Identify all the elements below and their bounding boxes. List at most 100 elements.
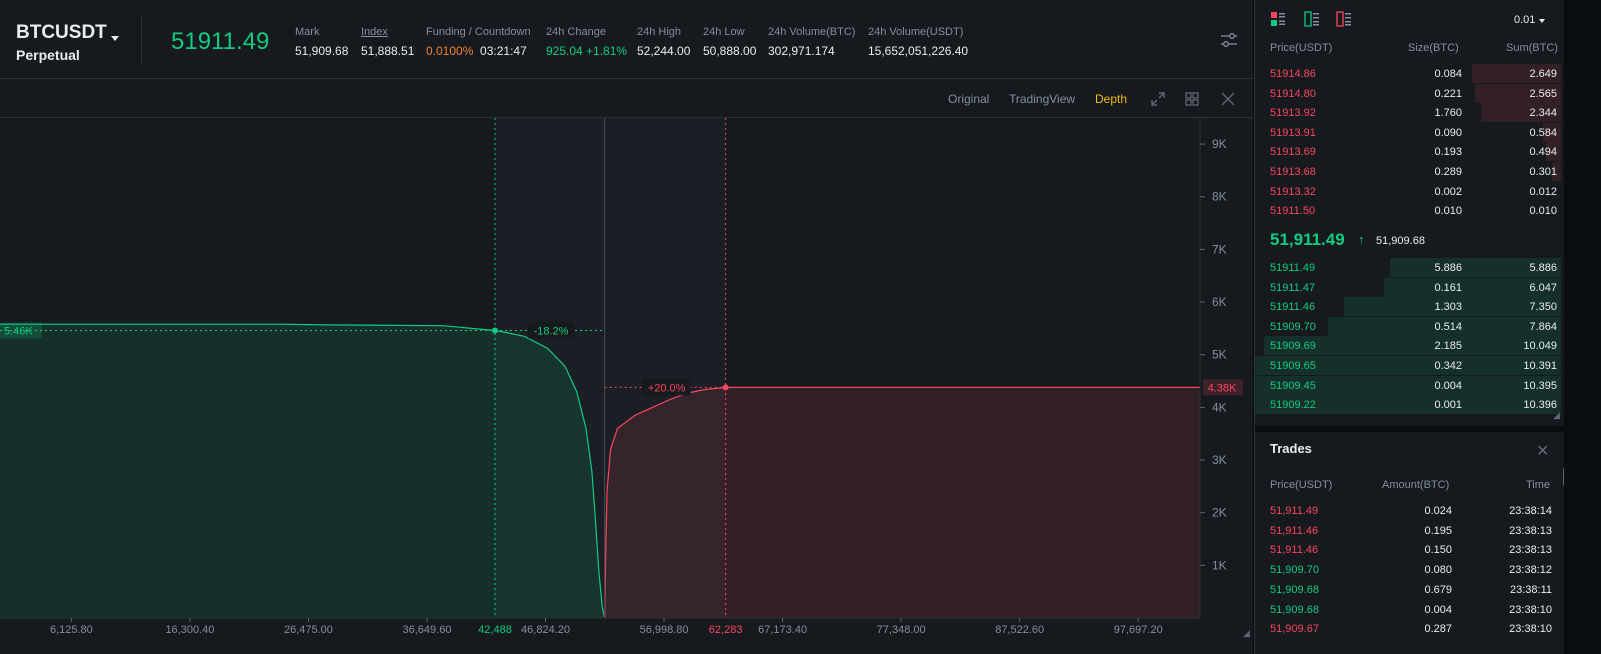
order-size: 0.161 (1434, 281, 1462, 294)
bid-row[interactable]: 51909.70 0.514 7.864 (1255, 316, 1561, 337)
ask-row[interactable]: 51913.68 0.289 0.301 (1255, 162, 1561, 182)
order-size: 2.185 (1434, 340, 1462, 353)
resize-handle-icon[interactable]: ◢ (1553, 410, 1560, 420)
bid-row[interactable]: 51911.49 5.886 5.886 (1255, 258, 1561, 278)
range-highlight (495, 118, 726, 618)
trade-amount: 0.004 (1424, 603, 1452, 616)
order-sum: 7.864 (1529, 320, 1557, 333)
ask-row[interactable]: 51914.80 0.221 2.565 (1255, 83, 1561, 104)
stat-label[interactable]: Index (361, 26, 388, 38)
ask-marker-dot (722, 384, 729, 391)
funding-rate: 0.0100% (426, 44, 474, 58)
order-size: 1.760 (1434, 107, 1462, 120)
expand-icon[interactable] (1149, 90, 1167, 108)
ask-depth-area (604, 387, 1200, 618)
precision-select[interactable]: 0.01 (1514, 14, 1536, 26)
order-size: 0.514 (1434, 320, 1462, 333)
chevron-down-icon[interactable] (111, 36, 119, 41)
x-tick-label: 46,824.20 (521, 624, 570, 636)
ask-y-value-label: 4.38K (1208, 382, 1237, 394)
ask-percent-label-bg (642, 378, 691, 396)
bid-row[interactable]: 51911.47 0.161 6.047 (1255, 277, 1561, 298)
depth-bar (1545, 142, 1561, 162)
stat-24h-low: 24h Low 50,888.00 (703, 26, 756, 58)
ask-row[interactable]: 51913.32 0.002 0.012 (1255, 182, 1561, 202)
trade-row: 51,909.70 0.080 23:38:12 (1255, 560, 1561, 580)
trade-time: 23:38:14 (1509, 505, 1552, 517)
close-icon[interactable]: ✕ (1536, 443, 1550, 460)
close-icon[interactable] (1219, 90, 1237, 108)
x-tick-label: 87,522.60 (995, 624, 1044, 636)
ask-row[interactable]: 51913.92 1.760 2.344 (1255, 103, 1561, 123)
stat-value: 50,888.00 (703, 44, 757, 58)
ask-x-label-bg (704, 621, 747, 637)
order-price: 51909.45 (1270, 379, 1316, 392)
stat-label: 24h Volume(BTC) (768, 26, 856, 38)
stat-value: 51,909.68 (295, 44, 349, 58)
orderbook-last-price: 51,911.49 (1270, 230, 1345, 249)
divider (141, 16, 142, 64)
window-gutter (1564, 0, 1601, 654)
order-sum: 2.565 (1529, 87, 1557, 100)
stat-24h-volume-usdt: 24h Volume(USDT) 15,652,051,226.40 (868, 26, 968, 58)
y-tick-label: 6K (1212, 295, 1227, 309)
x-tick-label: 16,300.40 (165, 624, 214, 636)
stat-label: Mark (295, 26, 320, 38)
ask-row[interactable]: 51914.86 0.084 2.649 (1255, 64, 1561, 84)
ask-row[interactable]: 51913.91 0.090 0.584 (1255, 122, 1561, 143)
x-tick-label: 36,649.60 (403, 624, 452, 636)
trades-header-time: Time (1526, 479, 1551, 491)
order-sum: 10.049 (1523, 340, 1557, 353)
trade-row: 51,911.49 0.024 23:38:14 (1255, 501, 1561, 521)
x-tick-label: 26,475.00 (284, 624, 333, 636)
bid-x-value-label: 42,488 (478, 624, 512, 636)
stat-24h-change: 24h Change 925.04 +1.81% (546, 26, 627, 58)
bid-marker-dot (492, 327, 499, 334)
tab-tradingview[interactable]: TradingView (1009, 92, 1076, 106)
order-sum: 0.010 (1529, 205, 1557, 218)
trade-price: 51,909.70 (1270, 564, 1319, 577)
trade-amount: 0.679 (1424, 583, 1452, 596)
trade-amount: 0.150 (1424, 544, 1452, 557)
order-sum: 0.584 (1529, 126, 1557, 139)
contract-type[interactable]: Perpetual (16, 47, 80, 63)
ask-percent-label: +20.0% (648, 382, 686, 394)
depth-chart[interactable]: 9K 8K 7K 6K 5K 4K 3K 2K 1K 6,125.80 16,300.40 26,47… (0, 118, 1253, 654)
trade-row: 51,909.67 0.287 23:38:10 (1255, 619, 1561, 639)
ob-header-price: Price(USDT) (1270, 42, 1333, 54)
tab-depth[interactable]: Depth (1095, 92, 1128, 106)
trades-header-amount: Amount(BTC) (1382, 479, 1450, 491)
stat-mark: Mark 51,909.68 (295, 26, 348, 58)
symbol-name[interactable]: BTCUSDT (16, 22, 107, 43)
bid-row[interactable]: 51909.69 2.185 10.049 (1255, 336, 1561, 356)
stat-24h-high: 24h High 52,244.00 (637, 26, 690, 58)
trade-amount: 0.024 (1424, 505, 1452, 517)
orderbook-asks-icon[interactable] (1336, 11, 1352, 27)
stat-label: 24h Volume(USDT) (868, 26, 964, 38)
order-price: 51914.80 (1270, 87, 1316, 100)
chevron-down-icon[interactable] (1539, 19, 1545, 23)
order-price: 51913.32 (1270, 185, 1316, 198)
ask-row[interactable]: 51913.69 0.193 0.494 (1255, 142, 1561, 162)
ask-row[interactable]: 51911.50 0.010 0.010 (1255, 201, 1561, 221)
trade-amount: 0.287 (1424, 623, 1452, 636)
orderbook-both-icon[interactable] (1270, 11, 1286, 27)
bid-row[interactable]: 51911.46 1.303 7.350 (1255, 297, 1561, 317)
bid-row[interactable]: 51909.65 0.342 10.391 (1255, 356, 1561, 376)
order-size: 5.886 (1434, 262, 1462, 274)
y-tick-label: 3K (1212, 453, 1227, 467)
ob-header-size: Size(BTC) (1408, 42, 1459, 54)
orderbook-bids-icon[interactable] (1304, 11, 1320, 27)
order-size: 1.303 (1434, 301, 1462, 314)
bid-row[interactable]: 51909.22 0.001 10.396 (1255, 395, 1561, 415)
ask-y-label-bg (1203, 379, 1243, 396)
order-price: 51911.49 (1270, 262, 1316, 274)
depth-chart-canvas[interactable]: 9K 8K 7K 6K 5K 4K 3K 2K 1K 6,125.80 16,300.40 26,47… (0, 118, 1253, 654)
stat-index[interactable]: Index 51,888.51 (361, 26, 414, 58)
resize-handle-icon[interactable]: ◢ (1243, 628, 1250, 638)
settings-sliders-icon[interactable] (1219, 30, 1239, 50)
bid-row[interactable]: 51909.45 0.004 10.395 (1255, 375, 1561, 396)
depth-bar (1475, 83, 1561, 103)
grid-layout-icon[interactable] (1183, 90, 1201, 108)
tab-original[interactable]: Original (948, 92, 990, 106)
